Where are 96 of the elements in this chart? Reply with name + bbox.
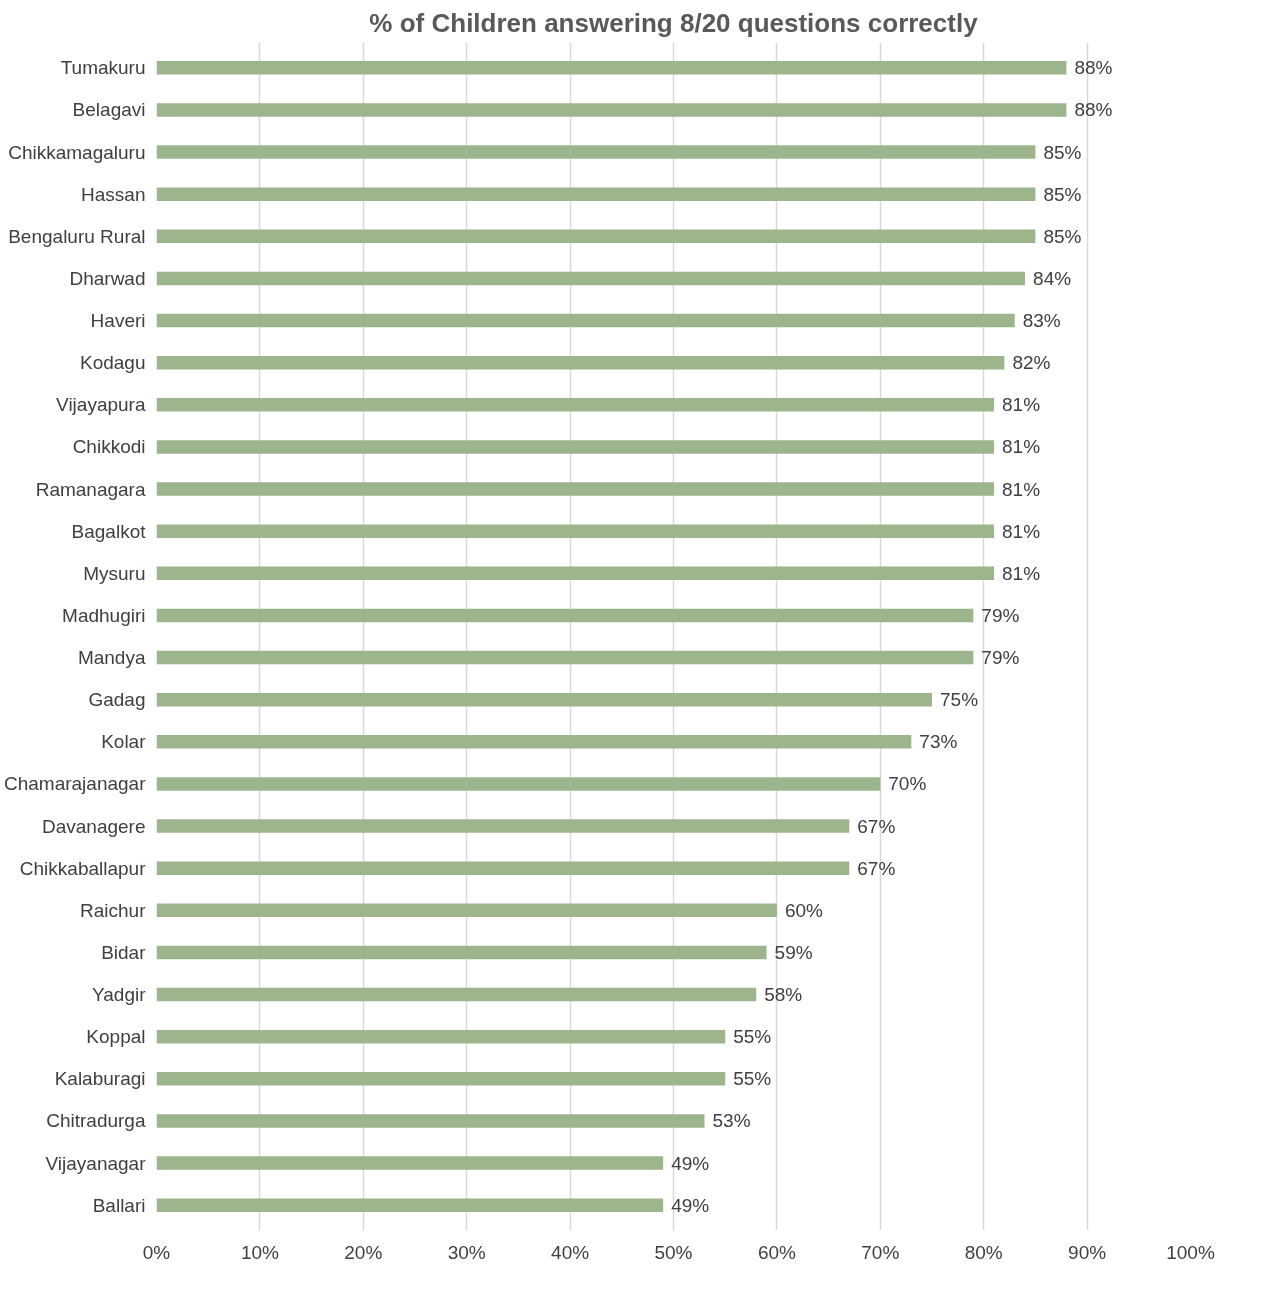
data-label: 53% xyxy=(712,1110,751,1132)
y-tick-label: Mysuru xyxy=(83,562,146,584)
x-tick-label: 10% xyxy=(240,1241,280,1263)
data-label: 79% xyxy=(981,647,1020,669)
data-label: 81% xyxy=(1002,394,1041,416)
bar xyxy=(156,1114,705,1128)
data-label: 55% xyxy=(733,1026,772,1048)
data-label: 85% xyxy=(1043,183,1082,205)
data-label: 88% xyxy=(1074,99,1113,121)
bar xyxy=(156,61,1067,75)
data-label: 85% xyxy=(1043,141,1082,163)
bar xyxy=(156,987,757,1002)
bar xyxy=(156,271,1026,286)
bar xyxy=(156,945,767,960)
bar xyxy=(156,1198,664,1212)
y-tick-label: Kodagu xyxy=(79,352,146,374)
y-tick-label: Vijayanagar xyxy=(45,1152,147,1174)
x-tick-label: 20% xyxy=(344,1241,383,1263)
bar xyxy=(156,566,995,581)
y-tick-label: Kalaburagi xyxy=(54,1068,146,1090)
data-label: 79% xyxy=(981,604,1020,626)
data-label: 88% xyxy=(1074,57,1113,79)
y-tick-label: Bidar xyxy=(101,941,147,963)
y-tick-label: Ballari xyxy=(92,1194,146,1216)
y-tick-label: Chikkaballapur xyxy=(19,857,147,879)
x-tick-label: 40% xyxy=(551,1241,590,1263)
bar xyxy=(156,440,995,454)
bar xyxy=(156,1156,664,1170)
bar xyxy=(156,1029,726,1044)
chart-title: % of Children answering 8/20 questions correctly xyxy=(369,7,979,38)
y-tick-label: Tumakuru xyxy=(60,57,146,79)
y-tick-label: Raichur xyxy=(80,899,147,921)
data-label: 75% xyxy=(940,689,979,711)
data-label: 67% xyxy=(857,815,896,837)
bar xyxy=(156,650,974,665)
y-tick-label: Madhugiri xyxy=(62,604,146,626)
bar xyxy=(156,903,777,918)
y-tick-label: Dharwad xyxy=(69,267,146,289)
y-tick-label: Chikkodi xyxy=(72,436,146,458)
y-tick-label: Koppal xyxy=(86,1026,146,1048)
data-label: 81% xyxy=(1002,436,1041,458)
bar xyxy=(156,398,995,412)
bar xyxy=(156,777,881,791)
x-tick-label: 100% xyxy=(1166,1241,1215,1263)
y-tick-label: Bengaluru Rural xyxy=(8,225,146,247)
y-tick-label: Gadag xyxy=(88,689,146,711)
y-tick-label: Ramanagara xyxy=(35,478,146,500)
x-tick-label: 80% xyxy=(964,1241,1003,1263)
y-tick-label: Chitradurga xyxy=(46,1110,146,1132)
bar xyxy=(156,692,932,707)
data-label: 59% xyxy=(774,941,813,963)
bar xyxy=(156,735,912,749)
data-label: 49% xyxy=(671,1152,710,1174)
x-tick-label: 0% xyxy=(142,1241,171,1263)
bar xyxy=(156,145,1036,159)
x-tick-label: 60% xyxy=(757,1241,797,1263)
x-tick-label: 30% xyxy=(447,1241,486,1263)
data-label: 58% xyxy=(764,984,803,1006)
data-label: 60% xyxy=(784,899,824,921)
data-label: 81% xyxy=(1002,520,1041,542)
data-label: 70% xyxy=(888,773,927,795)
data-label: 83% xyxy=(1022,310,1061,332)
data-label: 73% xyxy=(919,731,958,753)
y-tick-label: Belagavi xyxy=(72,99,146,121)
y-tick-label: Vijayapura xyxy=(56,394,146,416)
data-label: 82% xyxy=(1012,352,1051,374)
bar xyxy=(156,355,1005,370)
bar xyxy=(156,482,995,496)
y-tick-label: Davanagere xyxy=(41,815,146,837)
bar xyxy=(156,313,1015,328)
data-label: 81% xyxy=(1002,478,1041,500)
bar xyxy=(156,103,1067,117)
data-label: 81% xyxy=(1002,562,1041,584)
y-tick-label: Chikkamagaluru xyxy=(8,141,146,163)
y-tick-label: Bagalkot xyxy=(71,520,147,542)
y-tick-label: Haveri xyxy=(90,310,146,332)
x-tick-label: 90% xyxy=(1068,1241,1107,1263)
data-label: 67% xyxy=(857,857,896,879)
bar xyxy=(156,1072,726,1086)
y-tick-label: Hassan xyxy=(81,183,146,205)
y-tick-label: Chamarajanagar xyxy=(3,773,147,795)
bar xyxy=(156,819,850,833)
bar xyxy=(156,608,974,623)
bar xyxy=(156,229,1036,244)
y-tick-label: Yadgir xyxy=(91,984,147,1006)
data-label: 49% xyxy=(671,1194,710,1216)
x-tick-label: 70% xyxy=(861,1241,900,1263)
bar xyxy=(156,187,1036,201)
data-label: 55% xyxy=(733,1068,772,1090)
data-label: 85% xyxy=(1043,225,1082,247)
data-label: 84% xyxy=(1033,267,1072,289)
y-tick-label: Kolar xyxy=(101,731,147,753)
bar xyxy=(156,861,850,875)
x-tick-label: 50% xyxy=(654,1241,693,1263)
bar xyxy=(156,524,995,538)
y-tick-label: Mandya xyxy=(77,647,146,669)
